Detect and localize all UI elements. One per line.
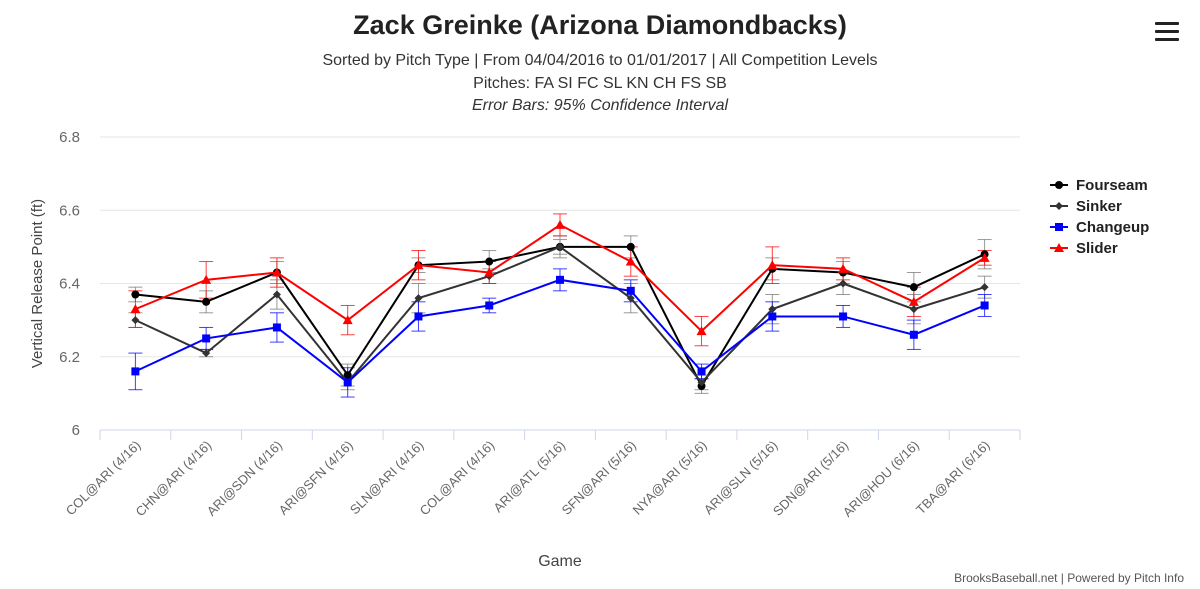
y-tick-label: 6.4: [59, 276, 80, 293]
sinker-point: [272, 290, 281, 299]
fourseam-point: [343, 371, 352, 380]
x-tick-label: ARI@SFN (4/16): [276, 438, 356, 518]
slider-point: [484, 267, 495, 277]
changeup-point: [272, 323, 281, 332]
x-tick-label: COL@ARI (4/16): [63, 438, 144, 519]
legend-sinker-label[interactable]: Sinker: [1076, 198, 1122, 215]
sinker-series-line: [134, 245, 985, 384]
changeup-point: [697, 367, 706, 376]
slider-point: [767, 260, 778, 270]
legend-slider-marker: [1054, 243, 1064, 252]
slider-point: [696, 326, 707, 336]
slider-point: [130, 304, 141, 314]
chart-subtitle: Sorted by Pitch Type | From 04/04/2016 t…: [322, 52, 878, 69]
changeup-point: [556, 275, 564, 284]
changeup-point: [131, 367, 140, 376]
slider-point: [555, 219, 565, 229]
changeup-point: [343, 378, 352, 387]
fourseam-point: [626, 242, 635, 251]
y-tick-label: 6.8: [59, 129, 80, 146]
sinker-point: [909, 305, 918, 314]
chart-pitches-line: Pitches: FA SI FC SL KN CH FS SB: [473, 75, 727, 92]
fourseam-point: [909, 283, 918, 292]
changeup-point: [626, 286, 635, 295]
fourseam-point: [485, 257, 494, 266]
legend-sinker-marker: [1055, 202, 1063, 210]
legend-changeup-marker: [1055, 223, 1063, 231]
x-tick-label: CHN@ARI (4/16): [133, 438, 215, 520]
x-tick-label: NYA@ARI (5/16): [630, 438, 710, 518]
x-tick-label: SDN@ARI (5/16): [770, 438, 851, 519]
slider-point: [413, 260, 424, 270]
x-tick-label: SFN@ARI (5/16): [559, 438, 639, 518]
changeup-point: [485, 301, 494, 310]
chart-error-bars-note: Error Bars: 95% Confidence Interval: [471, 97, 729, 114]
credits-text[interactable]: BrooksBaseball.net | Powered by Pitch In…: [954, 571, 1184, 585]
x-tick-label: COL@ARI (4/16): [417, 438, 498, 519]
sinker-point: [626, 294, 635, 303]
x-tick-label: SLN@ARI (4/16): [347, 438, 427, 518]
changeup-point: [202, 334, 211, 343]
legend-fourseam-label[interactable]: Fourseam: [1076, 177, 1148, 194]
slider-point: [342, 315, 353, 325]
slider-point: [838, 263, 849, 273]
slider-point: [625, 256, 636, 266]
changeup-point: [980, 301, 989, 310]
sinker-point: [202, 349, 211, 358]
legend-changeup-label[interactable]: Changeup: [1076, 219, 1149, 236]
sinker-point: [768, 305, 777, 314]
legend-fourseam-marker: [1055, 181, 1063, 189]
fourseam-point: [131, 290, 140, 299]
y-tick-label: 6.6: [59, 202, 80, 219]
slider-point: [271, 267, 282, 277]
slider-point: [908, 296, 919, 306]
x-tick-label: ARI@ATL (5/16): [490, 438, 568, 516]
slider-point: [201, 274, 212, 284]
sinker-point: [697, 378, 706, 387]
slider-point: [979, 252, 990, 262]
y-axis-title: Vertical Release Point (ft): [29, 199, 46, 368]
x-tick-label: ARI@HOU (6/16): [840, 438, 922, 520]
changeup-series-line: [134, 278, 985, 384]
x-axis-title: Game: [538, 553, 582, 570]
y-tick-label: 6: [72, 422, 80, 439]
changeup-point: [414, 312, 423, 321]
changeup-point: [839, 312, 848, 321]
changeup-point: [768, 312, 777, 321]
x-tick-label: TBA@ARI (6/16): [913, 438, 993, 518]
x-tick-label: ARI@SLN (5/16): [701, 438, 781, 518]
sinker-point: [839, 279, 848, 288]
legend-slider-label[interactable]: Slider: [1076, 240, 1118, 257]
sinker-point: [556, 242, 564, 251]
sinker-point: [131, 316, 140, 325]
y-tick-label: 6.2: [59, 349, 80, 366]
fourseam-point: [202, 297, 211, 306]
changeup-point: [909, 330, 918, 339]
sinker-point: [414, 294, 423, 303]
hamburger-menu-icon[interactable]: [1155, 22, 1179, 44]
x-tick-label: ARI@SDN (4/16): [204, 438, 285, 519]
fourseam-series-line: [135, 245, 986, 389]
sinker-point: [980, 283, 989, 292]
chart-title: Zack Greinke (Arizona Diamondbacks): [353, 10, 847, 40]
